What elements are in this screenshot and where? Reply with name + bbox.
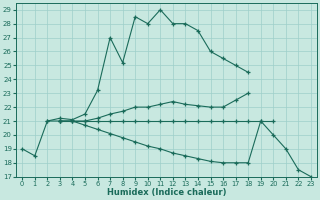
X-axis label: Humidex (Indice chaleur): Humidex (Indice chaleur) (107, 188, 226, 197)
